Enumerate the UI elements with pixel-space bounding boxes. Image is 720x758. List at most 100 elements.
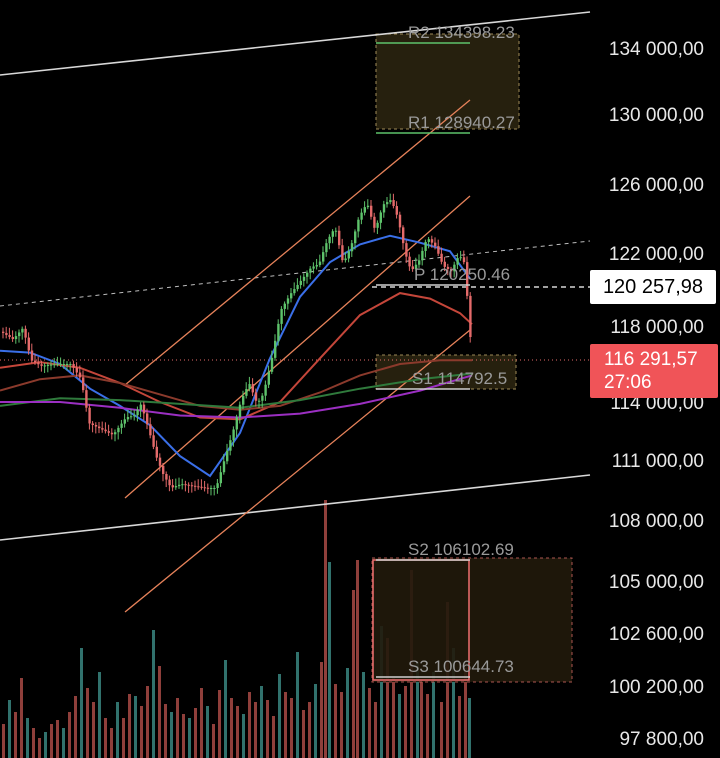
candle-body bbox=[344, 258, 347, 261]
pivot-level-label: S1 114792.5 bbox=[412, 369, 507, 388]
volume-bar bbox=[176, 698, 179, 758]
candle-body bbox=[142, 404, 146, 414]
volume-bar bbox=[290, 698, 293, 758]
volume-bar bbox=[340, 692, 343, 758]
candle-body bbox=[418, 260, 421, 265]
candle-body bbox=[395, 206, 398, 215]
candle-body bbox=[203, 487, 206, 489]
candle-body bbox=[366, 205, 370, 208]
volume-bar bbox=[440, 702, 443, 758]
dashed-trend-line bbox=[0, 240, 591, 307]
candle-body bbox=[338, 230, 341, 246]
candle-body bbox=[197, 486, 200, 488]
volume-bar bbox=[8, 700, 11, 758]
pivot-level-label: R2 134398.23 bbox=[408, 23, 515, 42]
volume-bar bbox=[92, 702, 95, 758]
candle-body bbox=[8, 334, 11, 338]
price-tick-label: 134 000,00 bbox=[609, 39, 704, 60]
candle-body bbox=[46, 365, 50, 367]
candle-body bbox=[229, 440, 232, 451]
candle-body bbox=[152, 435, 155, 447]
volume-bar bbox=[122, 718, 125, 758]
volume-bar bbox=[218, 690, 221, 758]
candle-body bbox=[264, 384, 267, 396]
candle-body bbox=[101, 428, 104, 430]
price-tick-label: 126 000,00 bbox=[609, 175, 704, 196]
candle-body bbox=[334, 230, 338, 232]
candle-body bbox=[430, 239, 434, 243]
candle-body bbox=[66, 364, 69, 365]
candle-body bbox=[341, 245, 344, 261]
pivot-boxes bbox=[371, 33, 573, 683]
candle-body bbox=[34, 360, 37, 363]
candle-body bbox=[88, 407, 91, 424]
volume-bar bbox=[74, 696, 77, 758]
volume-bar bbox=[380, 626, 383, 758]
volume-bar bbox=[302, 710, 305, 758]
volume-bar bbox=[152, 630, 155, 758]
price-tick-label: 118 000,00 bbox=[610, 317, 704, 338]
candle-body bbox=[251, 384, 254, 393]
candle-countdown: 27:06 bbox=[604, 372, 652, 393]
volume-bar bbox=[278, 674, 281, 758]
candle-body bbox=[27, 337, 30, 351]
candle-body bbox=[40, 364, 43, 366]
candle-body bbox=[312, 266, 315, 269]
volume-bar bbox=[272, 716, 275, 758]
candle-body bbox=[325, 243, 328, 253]
volume-bar bbox=[116, 702, 119, 758]
candle-body bbox=[206, 487, 210, 489]
candle-body bbox=[59, 364, 62, 365]
price-tick-label: 130 000,00 bbox=[609, 105, 704, 126]
candle-body bbox=[194, 485, 197, 487]
candle-body bbox=[382, 204, 386, 213]
candle-body bbox=[126, 417, 130, 420]
candle-body bbox=[405, 243, 408, 257]
candle-body bbox=[293, 289, 296, 294]
candle-body bbox=[98, 426, 101, 429]
candle-body bbox=[94, 425, 98, 427]
candle-body bbox=[120, 423, 123, 428]
candle-body bbox=[315, 265, 318, 267]
volume-bar bbox=[62, 728, 65, 758]
candle-body bbox=[245, 388, 248, 396]
candle-body bbox=[402, 227, 405, 244]
volume-bar bbox=[26, 718, 29, 758]
volume-bar bbox=[398, 694, 401, 758]
volume-bar bbox=[320, 662, 323, 758]
volume-bar bbox=[230, 698, 233, 758]
candle-body bbox=[354, 231, 357, 244]
trend-lines bbox=[0, 11, 591, 613]
price-axis[interactable]: 134 000,00 130 000,00 126 000,00 122 000,00… bbox=[609, 39, 704, 750]
volume-bar bbox=[206, 706, 209, 758]
pivot-level-label: S2 106102.69 bbox=[408, 540, 514, 559]
price-tick-label: 97 800,00 bbox=[619, 729, 704, 750]
candle-body bbox=[181, 484, 184, 486]
candle-body bbox=[389, 200, 392, 203]
volume-bar bbox=[32, 728, 35, 758]
resistance-zone bbox=[375, 33, 520, 130]
volume-bar bbox=[68, 712, 71, 758]
volume-bar bbox=[2, 724, 5, 758]
candle-body bbox=[117, 427, 120, 433]
volume-bar bbox=[296, 652, 299, 758]
pivot-level-label: R1 128940.27 bbox=[408, 113, 515, 132]
candle-body bbox=[155, 446, 158, 458]
candle-body bbox=[136, 409, 139, 416]
volume-bar bbox=[392, 678, 395, 758]
candle-body bbox=[370, 205, 373, 217]
volume-bar bbox=[356, 560, 359, 758]
pivot-level-label: S3 100644.73 bbox=[408, 657, 514, 676]
volume-bar bbox=[20, 678, 23, 758]
candle-body bbox=[411, 266, 414, 270]
candle-body bbox=[200, 486, 203, 488]
volume-bar bbox=[324, 500, 327, 758]
last-price-tag: 120 257,98 bbox=[590, 270, 716, 304]
candle-body bbox=[363, 207, 366, 213]
volume-bar bbox=[352, 590, 355, 758]
candle-body bbox=[427, 239, 430, 242]
candle-body bbox=[331, 231, 334, 237]
candle-body bbox=[139, 404, 142, 410]
candle-body bbox=[107, 431, 110, 433]
